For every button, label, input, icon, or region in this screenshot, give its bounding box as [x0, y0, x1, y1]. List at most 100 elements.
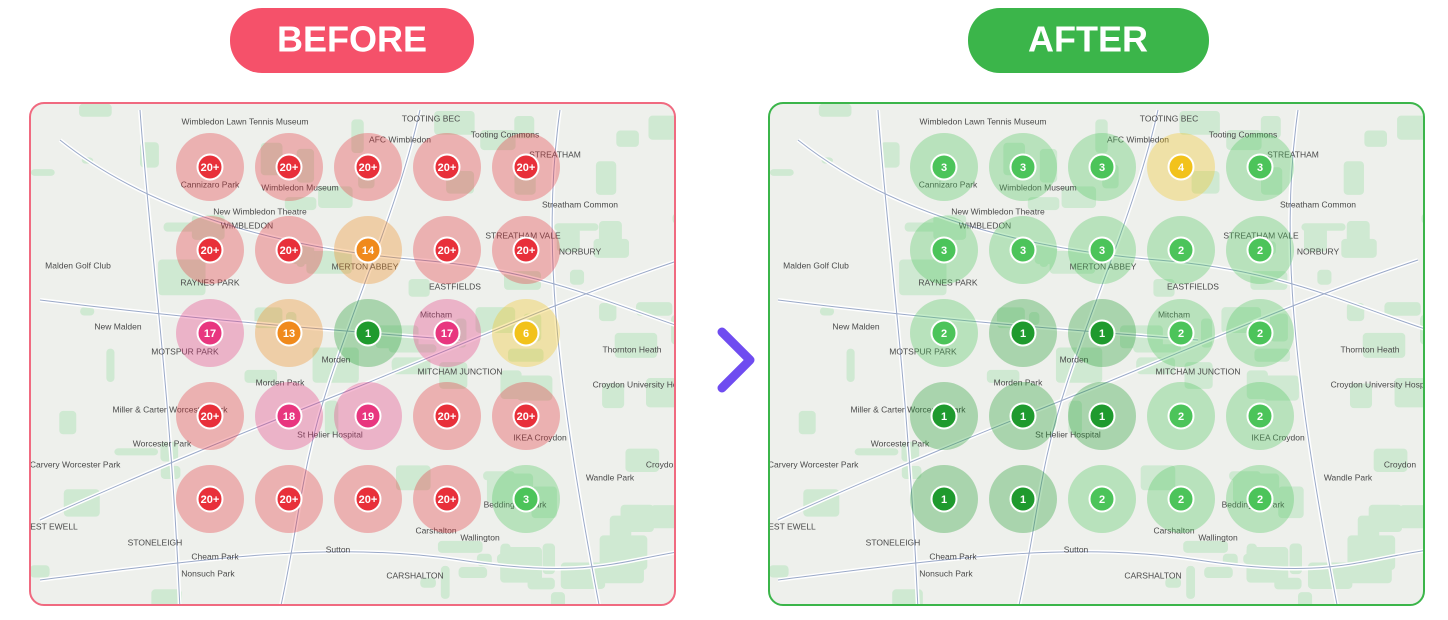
cluster-dot	[433, 319, 461, 347]
park-area	[1303, 224, 1327, 252]
park-area	[599, 302, 617, 322]
park-area	[1246, 370, 1268, 399]
park-area	[514, 116, 535, 139]
cluster-dot	[512, 402, 540, 430]
arrow	[683, 327, 755, 393]
cluster-dot	[354, 402, 382, 430]
cluster-count: 2	[1257, 328, 1263, 340]
road-edge	[1017, 109, 1159, 605]
cluster-dot	[1009, 236, 1037, 264]
cluster-dot	[433, 153, 461, 181]
place-label: Miller & Carter Worcester Park	[112, 404, 228, 414]
cluster-dot	[930, 153, 958, 181]
cluster-count: 6	[523, 328, 529, 340]
park-area	[408, 278, 430, 297]
cluster-count: 20+	[359, 494, 378, 506]
place-label: Thornton Heath	[1340, 344, 1399, 354]
cluster-dot	[196, 485, 224, 513]
park-area	[646, 378, 675, 408]
cluster-dot	[1009, 153, 1037, 181]
place-label: Croydon University Hospital	[1331, 379, 1436, 389]
place-label: Cannizaro Park	[919, 179, 978, 189]
place-label: St Helier Hospital	[1035, 429, 1101, 439]
park-area	[602, 383, 625, 409]
place-label: STREATHAM VALE	[1223, 230, 1299, 240]
park-area	[480, 130, 516, 151]
after-label: AFTER	[1028, 19, 1148, 60]
cluster-count: 2	[1257, 411, 1263, 423]
cluster-dot	[1088, 402, 1116, 430]
park-area	[296, 260, 305, 268]
cluster-count: 18	[283, 411, 295, 423]
park-area	[1394, 378, 1424, 408]
place-label: Streatham Common	[1280, 199, 1356, 209]
cluster-count: 3	[941, 245, 947, 257]
park-area	[1229, 471, 1262, 481]
cluster-dot	[1246, 402, 1274, 430]
cluster-count: 20+	[280, 245, 299, 257]
cluster-dot	[433, 402, 461, 430]
cluster-dot	[354, 153, 382, 181]
before-label: BEFORE	[277, 19, 427, 60]
place-label: MITCHAM JUNCTION	[418, 366, 503, 376]
cluster-dot	[1088, 319, 1116, 347]
park-area	[986, 369, 1020, 383]
cluster-dot	[1167, 153, 1195, 181]
cluster-count: 1	[1020, 411, 1026, 423]
cluster-dot	[354, 485, 382, 513]
park-area	[1397, 115, 1424, 140]
park-area	[1246, 547, 1289, 583]
place-label: MERTON ABBEY	[332, 261, 399, 271]
park-area	[1179, 110, 1220, 135]
cluster-dot	[196, 402, 224, 430]
park-area	[500, 547, 542, 583]
cluster-count: 2	[1257, 245, 1263, 257]
cluster-count: 1	[1099, 328, 1105, 340]
park-area	[650, 505, 675, 529]
park-area	[1317, 269, 1332, 285]
cluster-dot	[1246, 153, 1274, 181]
cluster-count: 20+	[359, 162, 378, 174]
place-label: MERTON ABBEY	[1070, 261, 1137, 271]
park-area	[1254, 348, 1290, 362]
cluster-count: 20+	[517, 411, 536, 423]
place-label: St Helier Hospital	[297, 429, 363, 439]
road-edge	[777, 549, 1424, 581]
cluster-dot	[196, 236, 224, 264]
place-label: STREATHAM VALE	[485, 230, 561, 240]
road-edge	[551, 109, 601, 605]
place-label: WIMBLEDON	[959, 220, 1011, 230]
road-edge	[279, 109, 421, 605]
park-area	[648, 115, 675, 140]
road-edge	[39, 549, 675, 581]
park-area	[1357, 515, 1380, 543]
cluster-dot	[1246, 236, 1274, 264]
place-label: WIMBLEDON	[221, 220, 273, 230]
cluster-dot	[1167, 236, 1195, 264]
place-label: Cannizaro Park	[181, 179, 240, 189]
place-label: Morden	[322, 354, 351, 364]
park-area	[1027, 197, 1060, 211]
park-area	[899, 259, 947, 296]
before-frame	[29, 102, 676, 606]
place-label: New Wimbledon Theatre	[951, 206, 1045, 216]
park-area	[440, 565, 450, 599]
place-label: Croydon	[1384, 459, 1416, 469]
place-label: New Malden	[832, 321, 880, 331]
cluster-count: 20+	[438, 245, 457, 257]
cluster-count: 20+	[201, 494, 220, 506]
park-area	[306, 251, 352, 274]
cluster-count: 13	[283, 328, 295, 340]
park-area	[595, 161, 617, 195]
park-area	[1421, 213, 1424, 224]
place-label: AFC Wimbledon	[369, 134, 431, 144]
place-label: WEST EWELL	[22, 521, 78, 531]
cluster-dot	[1088, 485, 1116, 513]
park-area	[1399, 505, 1424, 529]
cluster-count: 1	[1099, 411, 1105, 423]
park-area	[284, 197, 317, 211]
cluster-count: 14	[362, 245, 375, 257]
cluster-count: 3	[941, 162, 947, 174]
place-label: Toby Carvery Worcester Park	[10, 459, 122, 469]
place-label: NORBURY	[1297, 246, 1340, 256]
